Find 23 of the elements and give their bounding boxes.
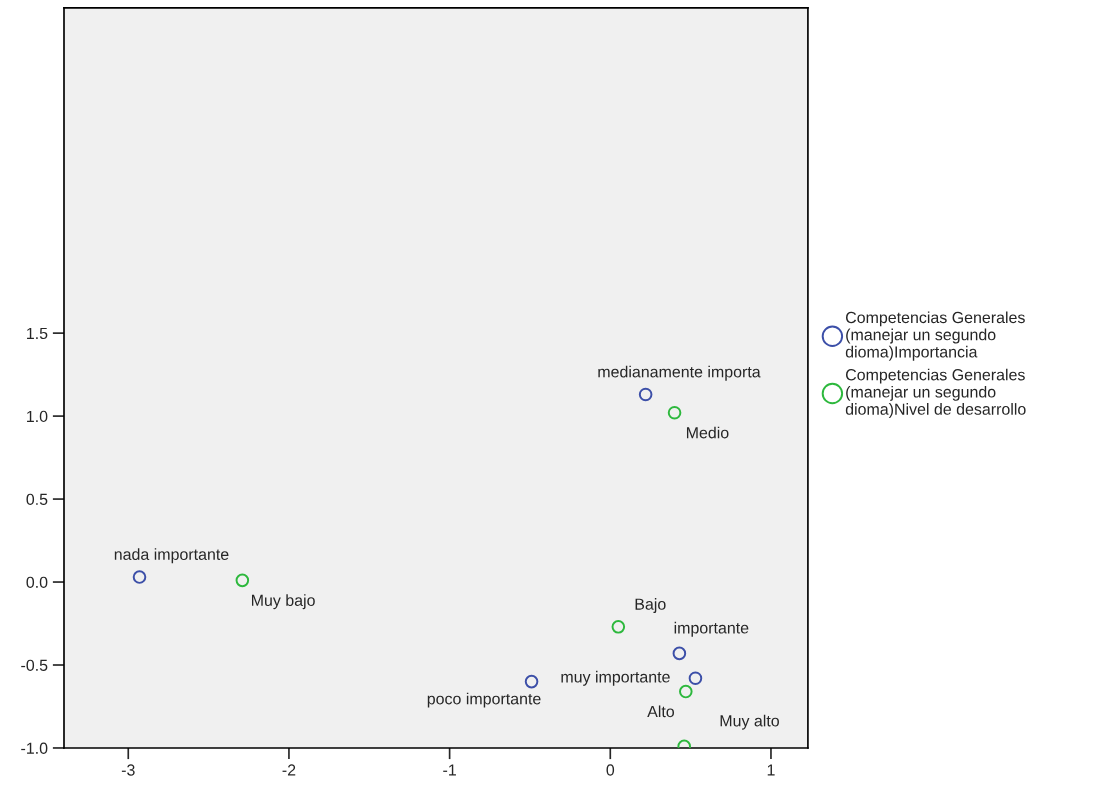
annotation: muy importante xyxy=(561,670,670,686)
annotation: Medio xyxy=(686,426,729,439)
y-tick-label: 1.0 xyxy=(27,410,48,423)
x-tick-label: 1 xyxy=(767,764,775,776)
annotation: medianamente importa xyxy=(598,365,761,381)
y-tick-label: 1.5 xyxy=(27,327,48,340)
y-tick-label: 0.0 xyxy=(26,576,48,588)
y-tick-label: -1.0 xyxy=(21,742,48,754)
x-tick-label: -2 xyxy=(282,764,296,776)
annotation: Alto xyxy=(647,705,675,718)
legend-label: Competencias Generales (manejar un segundo dioma)Importancia xyxy=(845,311,1025,361)
annotation: Bajo xyxy=(635,598,666,613)
annotation: nada importante xyxy=(114,548,229,564)
y-tick-label: 0.5 xyxy=(26,493,48,506)
x-tick-label: 0 xyxy=(606,764,615,776)
annotation: poco importante xyxy=(427,692,541,708)
annotation: importante xyxy=(674,621,749,637)
legend-label: Competencias Generales (manejar un segundo dioma)Nivel de desarrollo xyxy=(845,368,1026,418)
x-tick-label: -3 xyxy=(121,764,135,776)
annotation: Muy alto xyxy=(720,714,779,730)
y-tick-label: -0.5 xyxy=(21,659,48,671)
annotation: Muy bajo xyxy=(251,594,315,610)
x-tick-label: -1 xyxy=(443,764,456,776)
